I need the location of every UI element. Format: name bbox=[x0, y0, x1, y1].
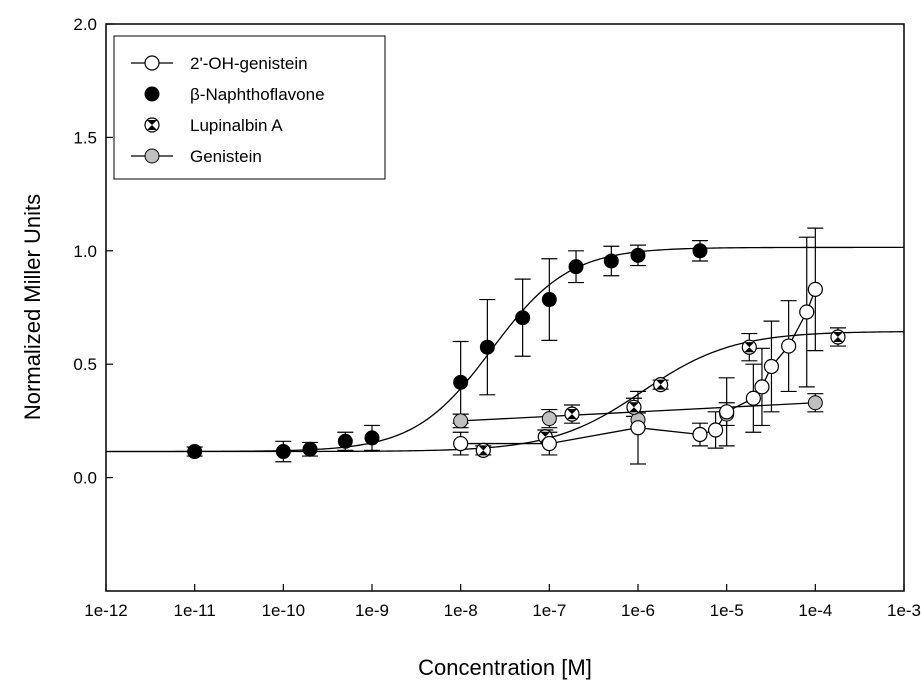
x-axis-ticks: 1e-12 1e-11 1e-10 1e-9 1e-8 1e-7 1e-6 1e-5 1e-4 1… bbox=[84, 584, 921, 620]
data-point bbox=[187, 444, 203, 460]
data-point bbox=[144, 117, 160, 133]
legend-label: β-Naphthoflavone bbox=[190, 85, 325, 104]
legend-entry: 2'-OH-genistein bbox=[131, 54, 308, 73]
data-point bbox=[453, 435, 469, 452]
data-point bbox=[719, 404, 735, 420]
data-point bbox=[630, 420, 646, 436]
data-point bbox=[692, 243, 708, 259]
data-point bbox=[479, 339, 495, 355]
data-point bbox=[302, 441, 318, 457]
y-axis-ticks: 0.0 0.5 1.0 1.5 2.0 bbox=[73, 15, 113, 488]
plot-frame bbox=[105, 23, 905, 592]
x-tick-label: 1e-7 bbox=[532, 601, 566, 620]
legend-label: Lupinalbin A bbox=[190, 116, 283, 135]
data-point bbox=[830, 329, 846, 345]
data-point bbox=[515, 310, 531, 326]
y-tick-label: 0.5 bbox=[73, 355, 97, 374]
legend-entry: Lupinalbin A bbox=[144, 116, 283, 135]
point-hourglass bbox=[744, 342, 755, 353]
data-point bbox=[707, 422, 724, 438]
data-point bbox=[564, 406, 580, 422]
x-axis-title: Concentration [M] bbox=[418, 655, 592, 680]
x-tick-label: 1e-4 bbox=[798, 601, 832, 620]
y-tick-label: 0.0 bbox=[73, 469, 97, 488]
data-point bbox=[630, 247, 646, 263]
data-point bbox=[807, 395, 823, 411]
data-point bbox=[692, 426, 708, 443]
data-point bbox=[745, 390, 761, 406]
x-tick-label: 1e-3 bbox=[887, 601, 921, 620]
x-tick-label: 1e-8 bbox=[444, 601, 478, 620]
data-point bbox=[541, 435, 557, 452]
data-point bbox=[653, 377, 669, 393]
data-point bbox=[275, 444, 291, 460]
data-point bbox=[144, 148, 160, 164]
legend-entry: Genistein bbox=[131, 147, 262, 166]
data-point bbox=[754, 379, 770, 395]
data-point bbox=[144, 86, 160, 102]
x-tick-label: 1e-6 bbox=[621, 601, 655, 620]
data-point bbox=[741, 339, 757, 355]
legend-entry: β-Naphthoflavone bbox=[144, 85, 325, 104]
data-point bbox=[453, 413, 469, 429]
x-tick-label: 1e-11 bbox=[174, 601, 216, 620]
legend-label: 2'-OH-genistein bbox=[190, 54, 308, 73]
y-tick-label: 1.5 bbox=[73, 128, 97, 147]
data-point bbox=[626, 399, 642, 415]
data-point bbox=[763, 358, 780, 375]
point-hourglass bbox=[628, 402, 639, 413]
data-point bbox=[781, 338, 797, 354]
data-point bbox=[475, 442, 491, 458]
data-point bbox=[799, 304, 815, 320]
y-tick-label: 1.0 bbox=[73, 242, 97, 261]
data-point bbox=[144, 55, 160, 71]
data-point bbox=[453, 374, 469, 390]
data-point bbox=[541, 411, 557, 427]
point-hourglass bbox=[832, 331, 844, 343]
point-hourglass bbox=[655, 379, 666, 390]
data-point bbox=[603, 253, 619, 269]
data-point bbox=[364, 430, 380, 446]
data-point bbox=[807, 281, 823, 297]
x-tick-label: 1e-5 bbox=[710, 601, 744, 620]
data-markers bbox=[187, 243, 846, 460]
x-tick-label: 1e-12 bbox=[84, 601, 127, 620]
y-tick-label: 2.0 bbox=[73, 15, 97, 34]
data-point bbox=[541, 292, 557, 308]
data-point bbox=[568, 259, 584, 275]
legend: 2'-OH-genistein β-Naphthoflavone Lupinalbi… bbox=[113, 35, 386, 180]
point-hourglass bbox=[478, 445, 489, 456]
x-tick-label: 1e-9 bbox=[355, 601, 389, 620]
legend-label: Genistein bbox=[190, 147, 262, 166]
legend-items: 2'-OH-genistein β-Naphthoflavone Lupinalbi… bbox=[131, 54, 325, 166]
point-hourglass bbox=[146, 119, 158, 131]
y-axis-title: Normalized Miller Units bbox=[20, 194, 45, 420]
data-point bbox=[337, 433, 353, 449]
point-hourglass bbox=[566, 409, 578, 420]
x-tick-label: 1e-10 bbox=[262, 601, 305, 620]
